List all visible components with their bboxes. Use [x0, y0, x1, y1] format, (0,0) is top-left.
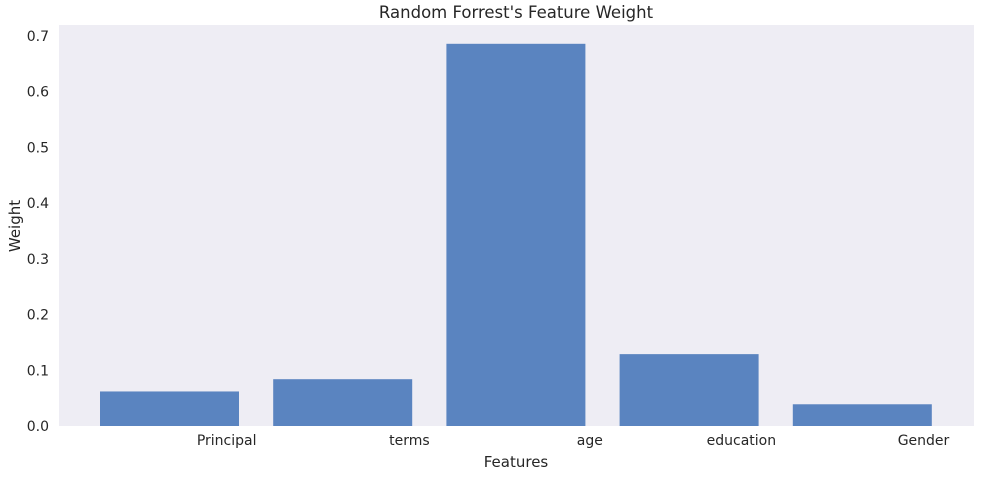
y-tick-label: 0.0 — [27, 419, 49, 435]
x-axis-label: Features — [484, 453, 549, 471]
bar-education — [619, 354, 759, 426]
y-tick-label: 0.6 — [27, 85, 49, 101]
chart-title: Random Forrest's Feature Weight — [379, 3, 654, 22]
y-tick-label: 0.1 — [27, 363, 49, 379]
x-tick-label: age — [577, 433, 603, 449]
x-ticks-group: Principal terms age education Gender — [197, 433, 950, 449]
y-tick-label: 0.2 — [27, 308, 49, 324]
y-tick-label: 0.4 — [27, 196, 49, 212]
y-tick-label: 0.5 — [27, 140, 49, 156]
bar-terms — [273, 379, 413, 426]
bars-group — [100, 43, 932, 427]
y-ticks-group: 0.0 0.1 0.2 0.3 0.4 0.5 0.6 0.7 — [27, 29, 49, 435]
y-tick-label: 0.7 — [27, 29, 49, 45]
y-axis-label: Weight — [6, 200, 24, 252]
x-tick-label: Principal — [197, 433, 257, 449]
y-tick-label: 0.3 — [27, 252, 49, 268]
x-tick-label: Gender — [898, 433, 950, 449]
bar-age — [446, 43, 586, 427]
bar-gender — [792, 404, 932, 426]
x-tick-label: education — [707, 433, 776, 449]
x-tick-label: terms — [389, 433, 430, 449]
bar-principal — [100, 391, 239, 426]
